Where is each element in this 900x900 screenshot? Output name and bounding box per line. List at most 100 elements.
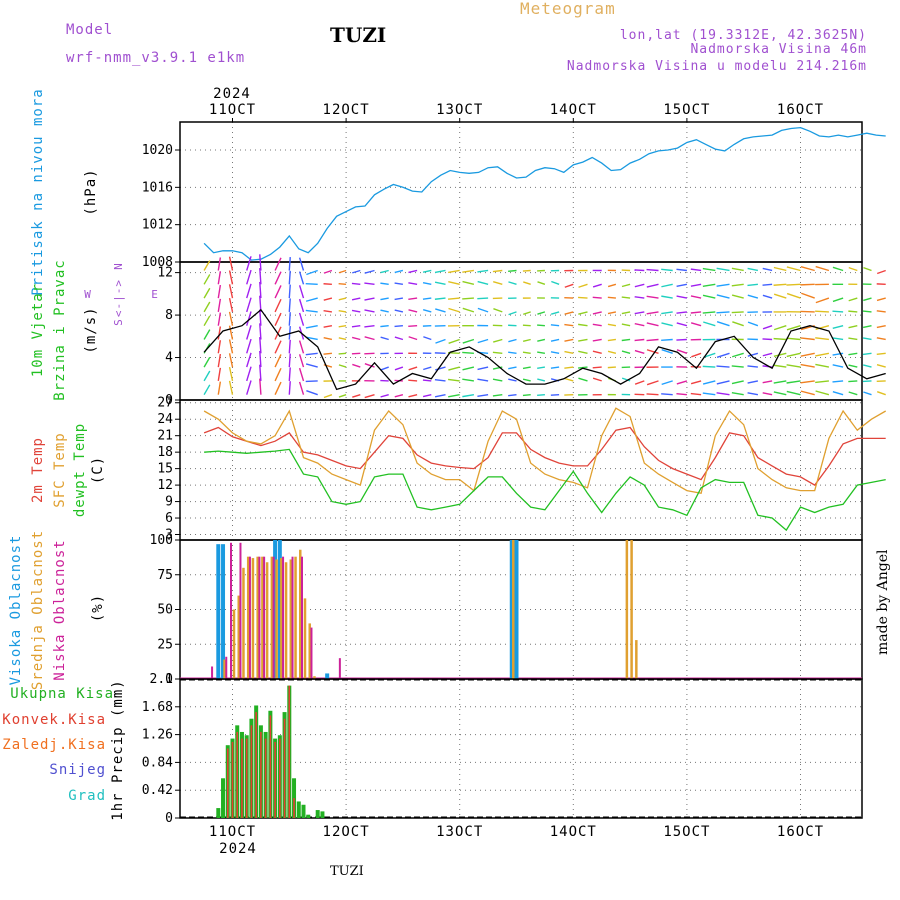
wind-arrow [578, 323, 588, 327]
conv-precip-bar [236, 731, 239, 818]
wind-arrow [832, 297, 844, 303]
wind-arrow [578, 283, 588, 288]
wind-arrow [364, 282, 375, 285]
wind-arrow [288, 284, 291, 299]
wind-arrow [592, 338, 602, 342]
wind-arrow [848, 364, 858, 368]
wind-arrow [800, 390, 815, 396]
wind-arrow [259, 337, 262, 354]
mid-cloud-bar [635, 640, 638, 679]
wind-arrow [435, 338, 446, 344]
wind-arrow [747, 392, 759, 396]
wind-arrow [305, 283, 318, 285]
wind-arrow [786, 390, 801, 396]
conv-precip-bar [260, 731, 262, 818]
wind-arrow [228, 256, 234, 271]
wind-arrow [351, 297, 361, 301]
precip-tick-label: 0 [165, 811, 173, 826]
mid-cloud-bar [270, 556, 274, 679]
wind-label-1: 10m Vjetar [30, 283, 46, 377]
compass-s: S [112, 318, 125, 326]
wind-arrow [408, 394, 418, 398]
wind-arrow [259, 378, 262, 395]
watermark: made by Angel [875, 549, 891, 655]
wind-arrow [676, 283, 688, 288]
date-label-top: 11OCT [209, 102, 256, 118]
wind-arrow [762, 267, 773, 272]
mid-cloud-bar [275, 559, 278, 679]
mid-cloud-bar [280, 558, 283, 679]
wind-arrow [800, 380, 815, 384]
wind-arrow [862, 310, 872, 313]
wind-arrow [786, 325, 801, 331]
meteogram-title: Meteogram [520, 0, 616, 18]
wind-arrow [773, 325, 787, 331]
wind-arrow [351, 352, 361, 355]
precip-frame [179, 678, 863, 819]
mid-cloud-bar [242, 567, 245, 679]
sfc-temp-line [203, 407, 887, 495]
wind-arrow [621, 338, 631, 342]
low-cloud-bar [239, 542, 242, 679]
wind-arrow [298, 312, 305, 326]
wind-arrow [876, 325, 886, 329]
wind-arrow [646, 283, 659, 288]
wind-arrow [747, 380, 759, 384]
wind-arrow [646, 268, 659, 272]
wind-arrow [228, 339, 234, 354]
wind-unit: (m/s) [83, 306, 99, 353]
wind-arrow [228, 353, 234, 368]
wind-arrow [305, 309, 318, 313]
wind-arrow [876, 297, 886, 302]
wind-arrow [621, 283, 631, 288]
wind-arrow [702, 267, 716, 272]
wind-arrow [578, 296, 588, 299]
precip-tick-label: 2.1 [150, 672, 173, 687]
wind-arrow [731, 392, 744, 396]
wind-arrow [786, 266, 801, 272]
wind-arrow [408, 282, 418, 285]
wind-arrow [508, 378, 517, 382]
temp2m-line [203, 426, 886, 486]
wind-arrow [876, 310, 886, 313]
wind-arrow [550, 366, 560, 369]
wind-arrow [462, 351, 474, 354]
wind-arrow [448, 307, 460, 313]
wind-arrow [380, 366, 389, 371]
conv-precip-bar [288, 685, 291, 818]
wind-arrow [274, 298, 282, 313]
wind-arrow [408, 269, 418, 274]
wind-arrow [246, 380, 252, 395]
wind-arrow [731, 294, 744, 299]
temp-tick-label: 21 [157, 429, 173, 444]
wind-arrow [690, 283, 702, 287]
wind-arrow [323, 310, 332, 313]
wind-arrow [690, 380, 702, 385]
wind-arrow [246, 366, 252, 382]
wind-arrow [762, 380, 773, 384]
wind-arrow [305, 380, 318, 383]
wind-arrow [815, 380, 829, 384]
model-altitude-label: Nadmorska Visina u modelu 214.216m [567, 59, 867, 74]
wind-arrow [578, 350, 588, 354]
precip-panel: 0 0.42 0.84 1.26 1.68 2.1 [142, 672, 863, 826]
wind-arrow [352, 394, 361, 398]
wind-arrow [592, 323, 602, 327]
pressure-panel: 1008 1012 1016 1020 [142, 121, 886, 270]
wind-arrow [716, 365, 730, 368]
wind-arrow [646, 393, 659, 396]
wind-arrow [773, 391, 787, 396]
wind-arrow [537, 281, 546, 285]
wind-arrow [832, 390, 844, 396]
wind-arrow [394, 297, 404, 301]
wind-arrow [578, 311, 588, 315]
wind-arrow [762, 352, 773, 357]
wind-arrow [747, 283, 758, 287]
wind-arrow [380, 309, 389, 313]
wind-arrow [352, 269, 361, 274]
wind-arrow [203, 301, 211, 313]
wind-arrow [634, 296, 645, 299]
wind-arrow [676, 338, 687, 341]
pressure-frame [179, 121, 863, 263]
wind-arrow [564, 283, 574, 288]
